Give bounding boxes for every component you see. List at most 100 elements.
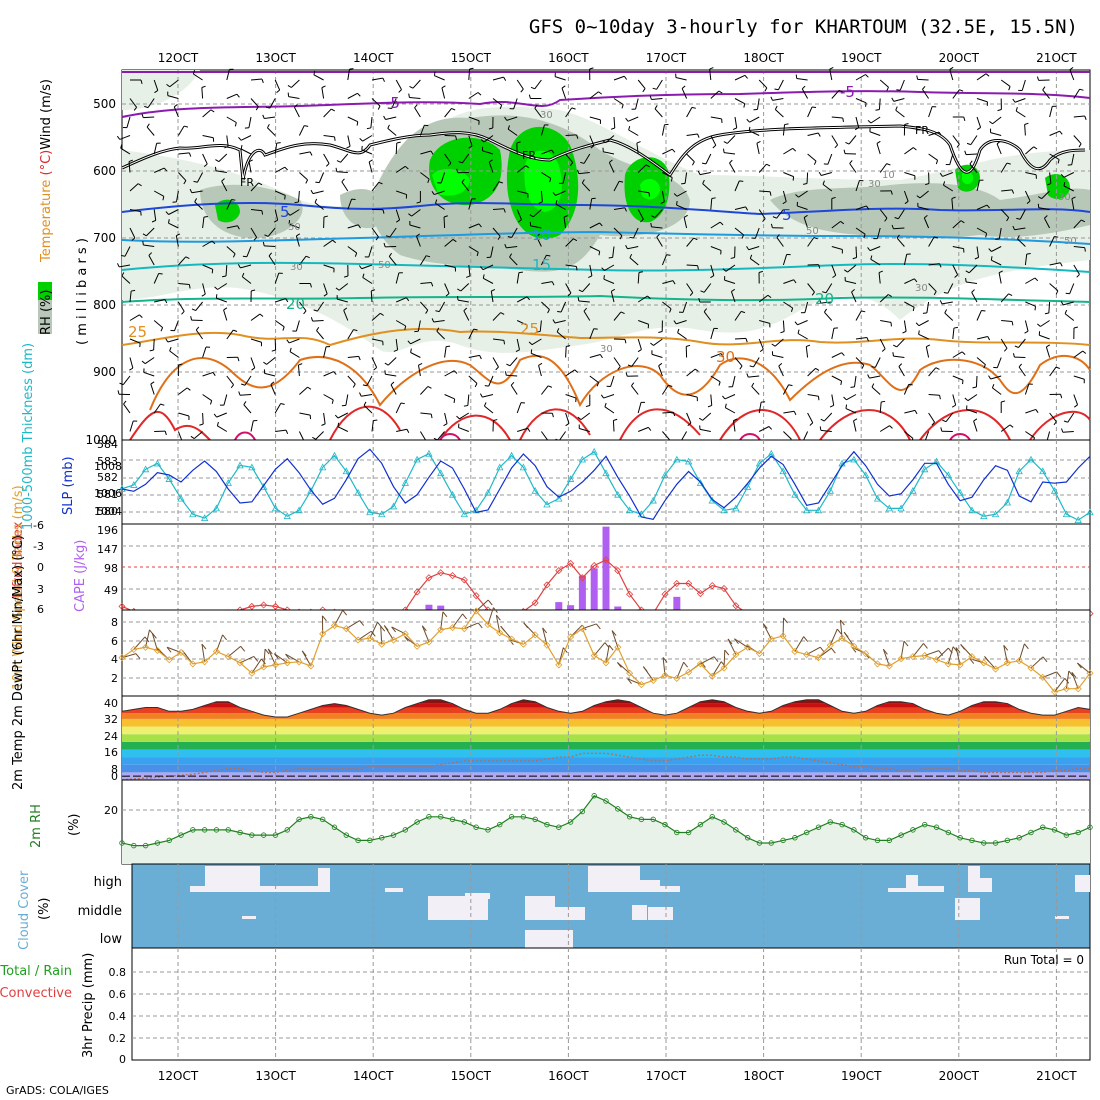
upper-wind-barb-tick [691,106,696,109]
data-point [212,504,221,512]
wind-barb-tick [608,644,614,651]
upper-wind-barb-tick [211,269,214,274]
data-point [709,814,715,820]
upper-wind-barb [215,170,227,173]
upper-wind-barb-tick [758,270,763,273]
precip-unit-label: 3hr Precip (mm) [81,953,96,1058]
upper-wind-barb-tick [575,266,578,271]
upper-wind-barb-tick [915,322,920,327]
tick-label: 196 [97,524,118,537]
data-point [413,642,421,650]
credit: GrADS: COLA/IGES [6,1084,109,1097]
data-point [307,662,315,670]
data-point [685,829,692,836]
upper-wind-barb [656,236,663,247]
upper-wind-barb [274,272,280,284]
data-point [921,465,929,473]
data-point [885,662,893,670]
upper-wind-barb [371,312,381,321]
data-point [873,494,882,502]
upper-wind-barb [804,301,809,313]
upper-wind-barb [686,237,695,247]
upper-wind-barb [371,227,379,238]
upper-wind-barb [579,427,590,432]
upper-wind-barb [756,143,760,155]
upper-wind-barb [855,205,867,210]
upper-wind-barb-tick [865,205,870,210]
upper-wind-barb [971,292,978,303]
upper-wind-barb [458,427,469,432]
upper-wind-barb-tick [1074,404,1078,408]
upper-wind-barb [194,201,203,210]
upper-wind-barb-tick [939,263,942,268]
data-point [1062,685,1070,693]
upper-wind-barb-tick [689,292,694,296]
upper-wind-barb-tick [1035,409,1039,413]
upper-wind-barb-tick [867,247,871,251]
wind-barb-tick [843,631,849,638]
upper-wind-barb-tick [673,193,678,197]
upper-wind-barb-tick [1044,215,1048,219]
upper-wind-barb [589,375,599,384]
upper-wind-barb [942,172,953,177]
upper-wind-barb-tick [284,195,286,200]
upper-wind-barb [396,190,407,196]
upper-wind-barb [699,428,711,432]
upper-wind-barb-tick [795,194,799,198]
upper-wind-barb-tick [344,275,349,278]
cloud-fraction-boxes [190,866,1090,948]
data-point [661,671,669,679]
contour-label: FR [522,149,536,162]
upper-wind-barb-tick [617,366,621,370]
upper-wind-barb [923,217,930,229]
upper-wind-barb-tick [670,177,673,182]
upper-wind-barb [323,412,326,424]
data-point [578,455,587,463]
upper-wind-barb-tick [829,66,834,70]
upper-wind-barb [1000,424,1011,432]
wind-barb [829,628,838,646]
upper-wind-barb-tick [273,219,278,223]
upper-wind-barb-tick [1084,247,1086,252]
wind-barb-tick [1071,671,1077,678]
data-point [531,486,539,494]
data-point [271,661,280,669]
upper-wind-barb [248,116,252,128]
svg-text:RH (%): RH (%) [39,290,54,335]
wind-barb [611,630,619,648]
upper-wind-barb-tick [620,311,625,315]
upper-wind-barb [177,301,185,312]
upper-wind-barb [967,394,978,402]
upper-wind-barb [459,412,470,420]
data-point [544,821,550,828]
upper-wind-barb [299,151,311,155]
data-point [460,625,468,633]
upper-wind-barb [482,394,494,398]
upper-wind-barb-tick [500,312,505,315]
data-point [685,579,693,588]
data-point [507,451,516,459]
upper-wind-barb [202,394,212,402]
upper-wind-barb-tick [748,126,751,131]
upper-wind-barb [541,172,551,179]
upper-wind-barb [855,357,865,366]
upper-wind-barb [444,412,448,424]
wind-barb-tick [662,657,668,663]
upper-wind-barb [990,132,1002,136]
upper-wind-barb [347,224,359,229]
data-point [543,500,551,508]
upper-wind-barb-tick [507,125,510,130]
upper-wind-barb [347,198,353,210]
wind-barb [357,630,372,641]
upper-wind-barb-tick [499,105,503,110]
upper-wind-barb [758,209,766,219]
upper-wind-barb-tick [316,326,320,331]
upper-wind-barb [202,371,214,377]
time-label: 13OCT [255,1069,296,1083]
upper-wind-barb [295,320,300,332]
upper-wind-barb [732,375,736,387]
upper-wind-barb-tick [944,309,948,314]
upper-wind-barb-tick [506,363,511,367]
upper-wind-barb [845,280,857,284]
